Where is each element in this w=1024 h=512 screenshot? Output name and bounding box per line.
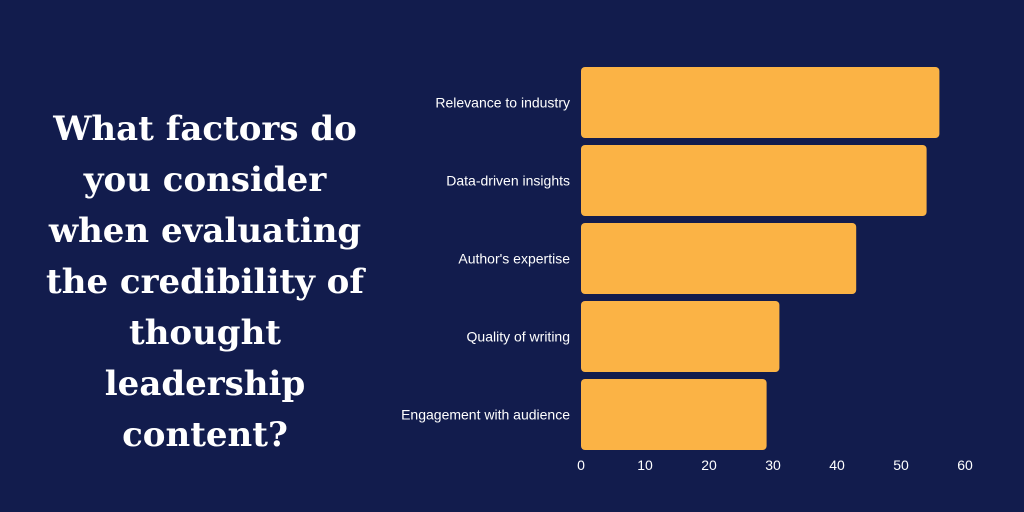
bar-data-driven-insights <box>581 145 927 216</box>
x-tick-label: 40 <box>829 457 845 473</box>
x-tick-label: 50 <box>893 457 909 473</box>
x-axis-tick-labels: 0 10 20 30 40 50 60 <box>577 457 973 473</box>
bar-relevance-to-industry <box>581 67 940 138</box>
category-label: Relevance to industry <box>435 95 570 111</box>
category-labels: Relevance to industry Data-driven insight… <box>401 95 570 423</box>
x-tick-label: 10 <box>637 457 653 473</box>
x-tick-label: 60 <box>957 457 973 473</box>
bar-engagement-with-audience <box>581 379 767 450</box>
bar-quality-of-writing <box>581 301 780 372</box>
category-label: Quality of writing <box>467 329 570 345</box>
category-label: Data-driven insights <box>446 173 570 189</box>
category-label: Author's expertise <box>458 251 570 267</box>
x-tick-label: 20 <box>701 457 717 473</box>
question-heading: What factors do you consider when evalua… <box>46 109 364 455</box>
x-tick-label: 30 <box>765 457 781 473</box>
x-tick-label: 0 <box>577 457 585 473</box>
bars-group <box>581 67 940 450</box>
category-label: Engagement with audience <box>401 407 570 423</box>
bar-author-s-expertise <box>581 223 857 294</box>
